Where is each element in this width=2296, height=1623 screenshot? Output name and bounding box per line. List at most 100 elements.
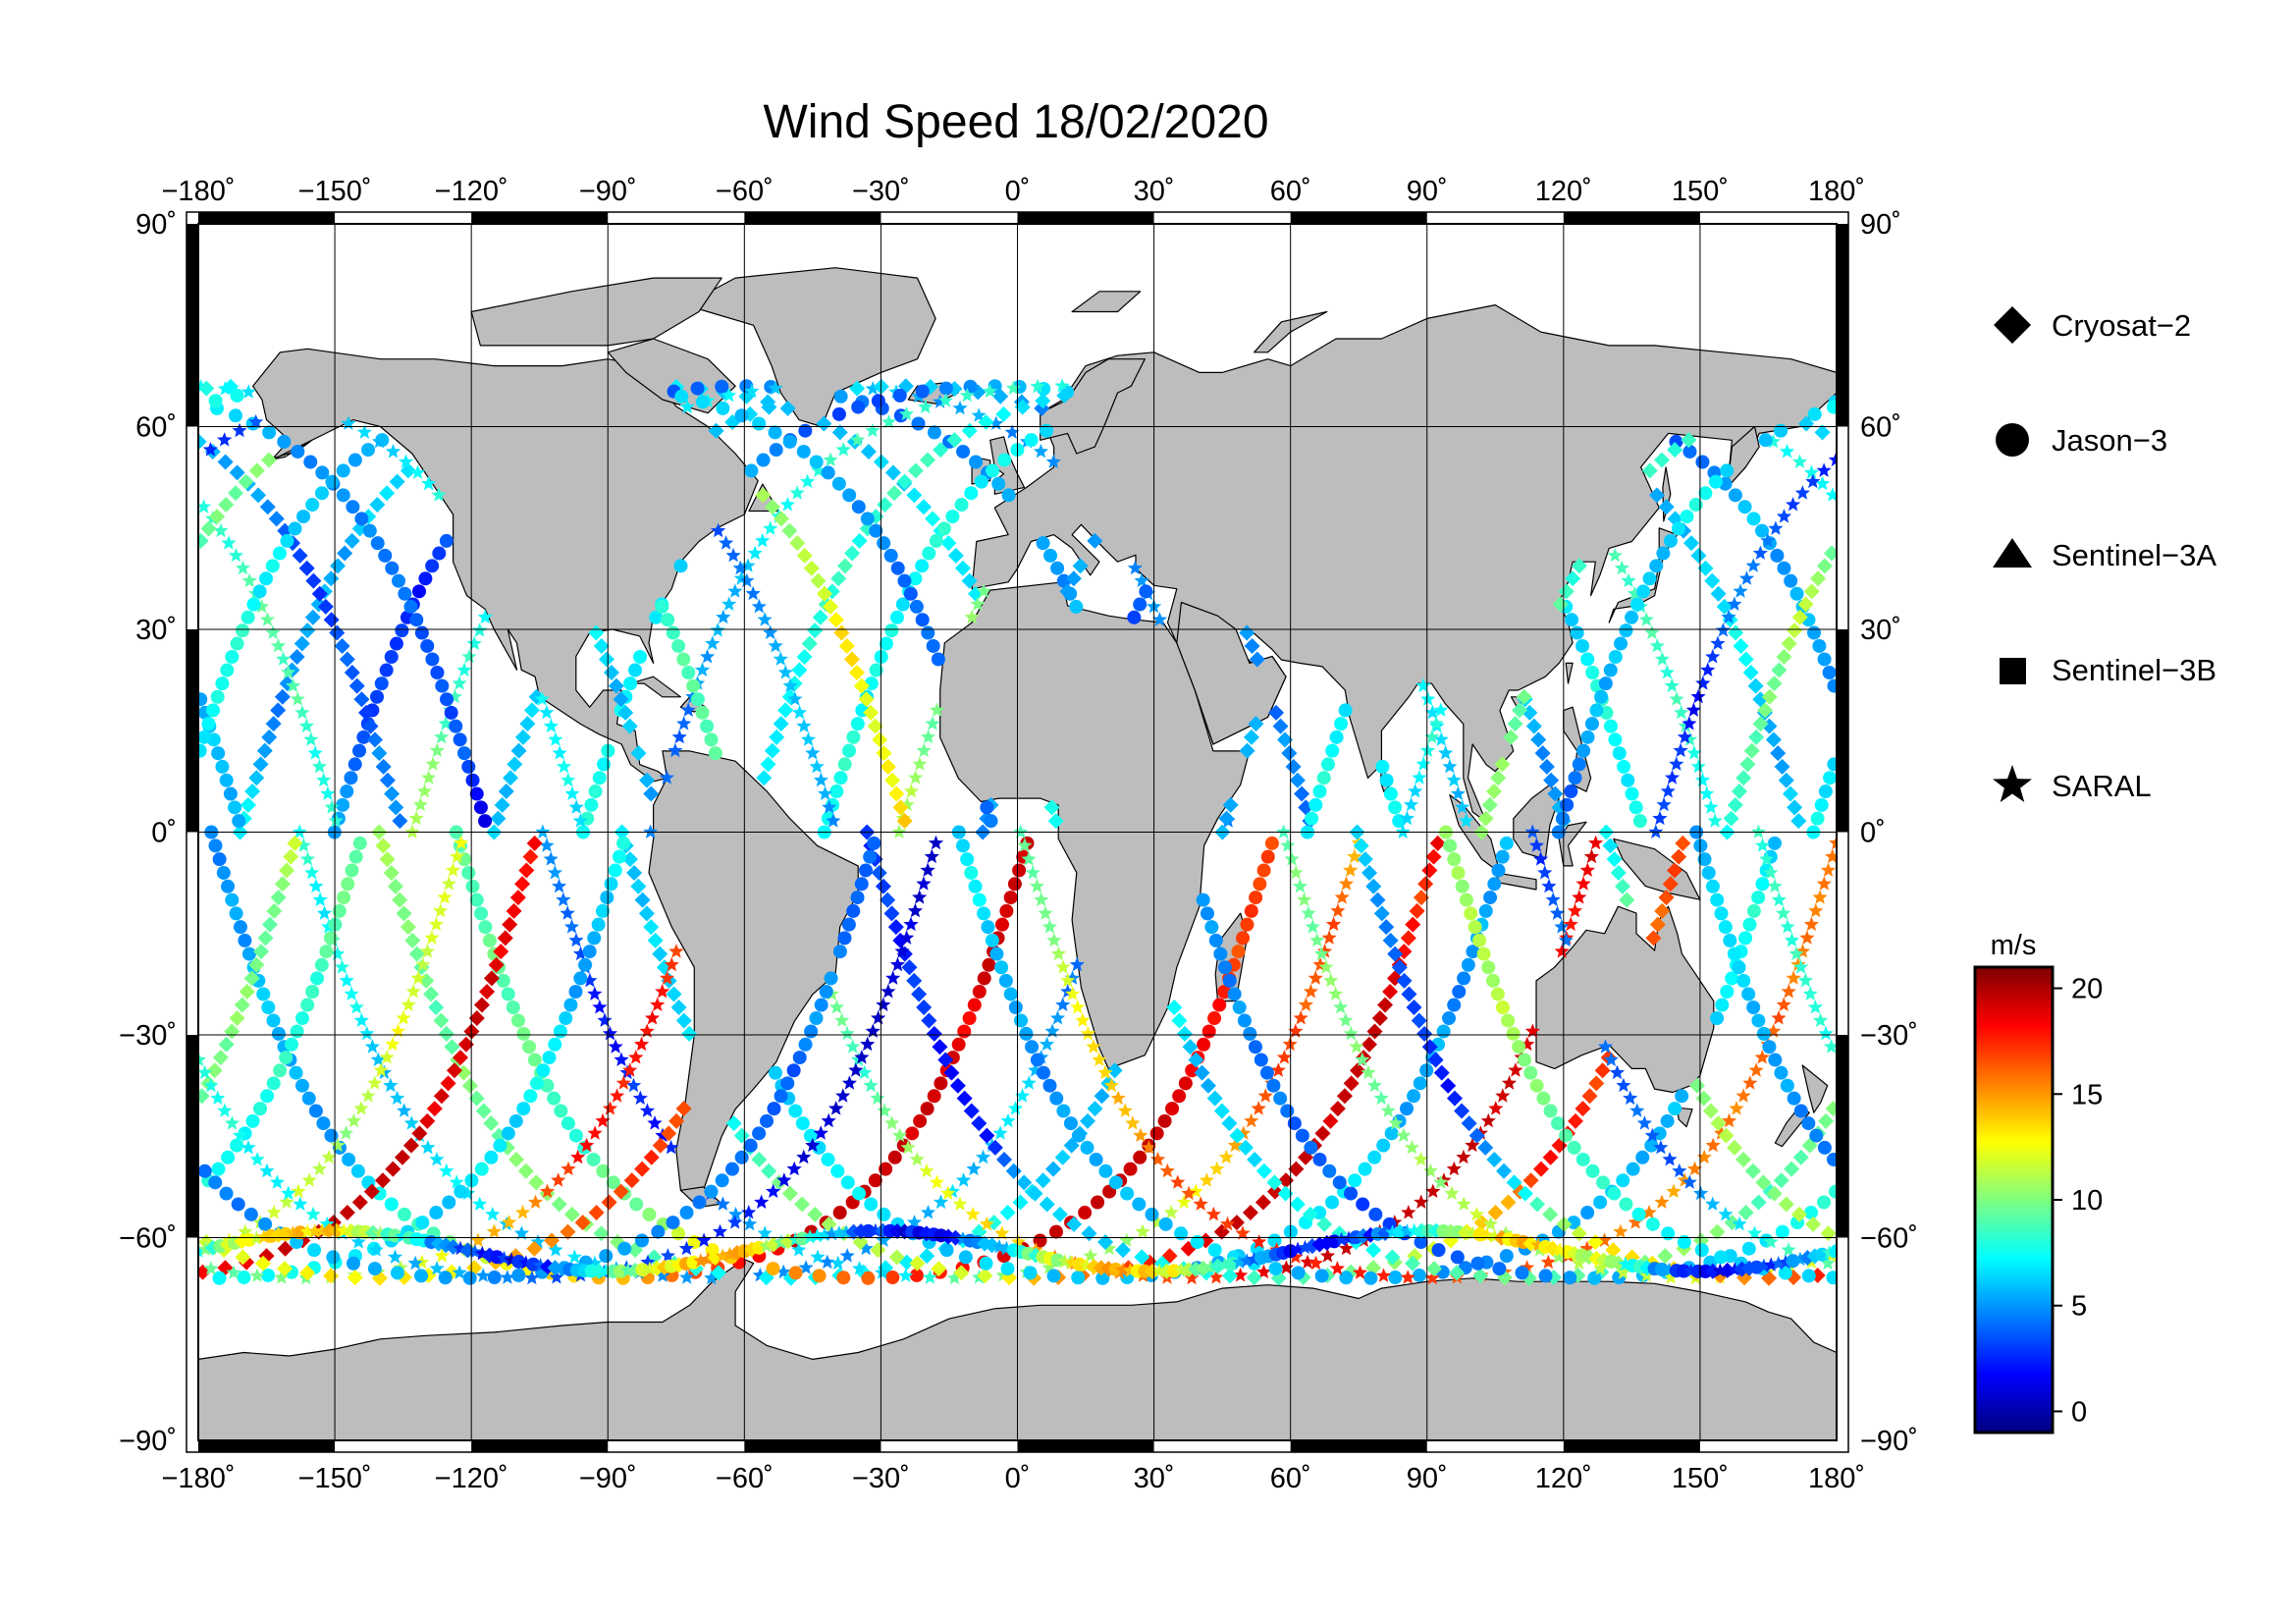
track-point [1718,1127,1735,1144]
track-point [1297,1239,1313,1255]
track-point [1350,1062,1366,1079]
track-point [211,746,226,761]
track-point [551,1196,567,1213]
track-point [456,746,471,761]
track-point [1807,625,1822,640]
track-point [1419,1063,1434,1078]
track-point [1654,1194,1670,1209]
track-point [1459,813,1474,828]
track-point [312,892,328,907]
track-point [1708,474,1723,489]
track-point [1285,758,1302,775]
track-point [1357,851,1373,868]
track-point [809,455,824,469]
track-point [1133,1127,1148,1143]
track-point [1669,756,1684,771]
track-point [256,742,273,759]
track-point [756,453,771,467]
track-point [841,1075,857,1090]
track-point [821,1112,836,1128]
track-point [671,638,686,653]
track-point [852,1234,869,1251]
track-point [1365,1242,1382,1259]
track-point [1658,499,1675,515]
track-point [897,573,912,588]
track-point [927,1089,941,1104]
track-point [523,702,540,719]
track-point [1812,638,1827,653]
track-point [857,1064,873,1080]
track-point [198,692,208,707]
track-point [1638,1268,1655,1282]
track-point [379,772,396,788]
track-point [1807,406,1822,421]
triangle-icon [1993,538,2032,568]
track-point [860,1036,876,1052]
track-point [390,1266,404,1280]
track-point [369,497,386,514]
track-point [977,971,991,986]
track-point [1778,1196,1794,1213]
track-point [1205,1206,1221,1221]
track-point [834,1012,850,1027]
track-point [1654,902,1671,919]
track-point [1589,703,1604,718]
track-point [1047,813,1064,830]
track-point [751,1151,768,1167]
track-point [356,424,372,439]
track-point [937,1052,954,1068]
track-point [864,1197,879,1212]
track-point [1459,893,1473,907]
track-point [253,944,270,960]
track-point [768,380,783,395]
track-point [1745,558,1761,572]
track-point [411,1125,428,1142]
track-point [1629,597,1644,612]
track-point [304,609,321,625]
track-point [649,610,664,624]
track-point [716,401,730,415]
track-point [1530,1237,1546,1252]
track-point [642,1207,657,1221]
track-point [1763,1234,1779,1249]
track-point [613,1183,629,1200]
track-point [334,959,350,974]
track-point [257,930,274,947]
track-point [1551,1116,1566,1131]
track-point [1229,1127,1246,1144]
track-point [1714,1250,1729,1265]
track-point [733,1127,750,1144]
track-point [933,442,949,459]
track-point [1698,486,1713,501]
track-point [1149,1152,1166,1166]
track-point [655,984,670,999]
track-point [1029,878,1045,893]
track-point [1560,797,1575,812]
track-point [829,784,844,799]
track-point [1758,433,1773,448]
track-point [568,799,584,814]
land-taiwan [1565,662,1574,684]
track-point [1207,1011,1222,1026]
track-point [294,1078,309,1093]
track-point [1627,585,1642,601]
track-point [1530,731,1547,748]
track-point [488,956,505,973]
track-point [1014,1088,1031,1103]
track-point [1063,1116,1078,1131]
track-point [1671,521,1685,536]
track-point [1499,1249,1514,1264]
track-point [453,1050,469,1066]
track-point [1412,1268,1426,1282]
track-point [473,800,488,815]
track-point [1042,1078,1057,1093]
track-point [388,1228,402,1243]
track-point [638,905,655,922]
track-point [1139,584,1153,599]
track-point [1228,1215,1245,1231]
track-point [947,547,964,564]
lon-tick-bottom: −90˚ [579,1463,637,1494]
track-point [1725,971,1739,986]
track-point [341,877,355,892]
track-point [1368,1207,1383,1221]
